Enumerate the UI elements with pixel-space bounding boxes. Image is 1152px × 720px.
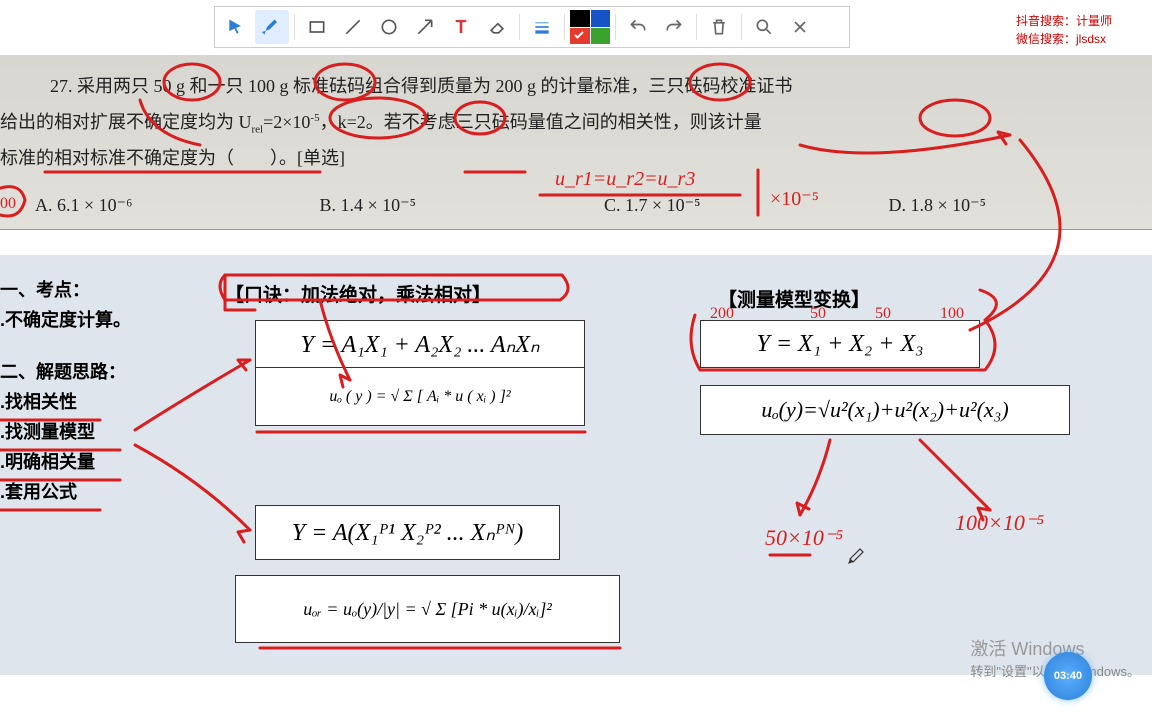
answer-options: A. 6.1 × 10⁻⁶ B. 1.4 × 10⁻⁵ C. 1.7 × 10⁻… <box>35 195 1135 216</box>
option-c[interactable]: C. 1.7 × 10⁻⁵ <box>604 195 884 216</box>
undo-button[interactable] <box>621 10 655 44</box>
trash-button[interactable] <box>702 10 736 44</box>
stroke-width-tool[interactable] <box>525 10 559 44</box>
option-a[interactable]: A. 6.1 × 10⁻⁶ <box>35 195 315 216</box>
color-blue[interactable] <box>591 10 611 27</box>
study-area: 一、考点： .不确定度计算。 二、解题思路： .找相关性 .找测量模型 .明确相… <box>0 255 1152 675</box>
silu-2: .找测量模型 <box>0 417 180 447</box>
silu-1: .找相关性 <box>0 387 180 417</box>
pointer-tool[interactable] <box>219 10 253 44</box>
silu-4: .套用公式 <box>0 477 180 507</box>
formula-4: uₒᵣ = uₒ(y)/|y| = √ Σ [Pi * u(xᵢ)/xᵢ]² <box>235 575 620 643</box>
option-b[interactable]: B. 1.4 × 10⁻⁵ <box>320 195 600 216</box>
wechat-search: 微信搜索：jlsdsx <box>1016 30 1148 48</box>
timestamp-badge: 03:40 <box>1044 652 1092 700</box>
close-button[interactable] <box>783 10 817 44</box>
arrow-tool[interactable] <box>408 10 442 44</box>
text-tool[interactable]: T <box>444 10 478 44</box>
rectangle-tool[interactable] <box>300 10 334 44</box>
model-formula-1: Y = X₁ + X₂ + X₃ <box>700 320 980 368</box>
search-info: 抖音搜索：计量师 微信搜索：jlsdsx <box>1012 8 1152 52</box>
question-line3: 标准的相对标准不确定度为（ ）。[单选] <box>0 144 345 170</box>
option-d[interactable]: D. 1.8 × 10⁻⁵ <box>889 195 986 216</box>
question-line2: 给出的相对扩展不确定度均为 Urel=2×10-5，k=2。若不考虑三只砝码量值… <box>0 108 762 136</box>
pen-tool[interactable] <box>255 10 289 44</box>
color-picker[interactable] <box>570 10 610 44</box>
annotation-toolbar: T <box>214 6 850 48</box>
formula-3: Y = A(X₁ᴾ¹ X₂ᴾ² ... Xₙᴾᴺ) <box>255 505 560 560</box>
silu-title: 二、解题思路： <box>0 357 180 387</box>
formula-2: uₒ ( y ) = √ Σ [ Aᵢ * u ( xᵢ ) ]² <box>255 368 585 426</box>
douyin-search: 抖音搜索：计量师 <box>1016 12 1148 30</box>
sidebar: 一、考点： .不确定度计算。 二、解题思路： .找相关性 .找测量模型 .明确相… <box>0 275 180 507</box>
color-red[interactable] <box>570 28 590 45</box>
koujue-title: 【口诀：加法绝对，乘法相对】 <box>225 280 491 307</box>
model-formula-2: uₒ(y)=√u²(x₁)+u²(x₂)+u²(x₃) <box>700 385 1070 435</box>
kaodian-item: .不确定度计算。 <box>0 305 180 335</box>
silu-3: .明确相关量 <box>0 447 180 477</box>
kaodian-title: 一、考点： <box>0 275 180 305</box>
color-black[interactable] <box>570 10 590 27</box>
question-line1: 27. 采用两只 50 g 和一只 100 g 标准砝码组合得到质量为 200 … <box>50 72 1145 98</box>
eraser-tool[interactable] <box>480 10 514 44</box>
zoom-button[interactable] <box>747 10 781 44</box>
color-green[interactable] <box>591 28 611 45</box>
formula-1: Y = A₁X₁ + A₂X₂ ... AₙXₙ <box>255 320 585 368</box>
redo-button[interactable] <box>657 10 691 44</box>
circle-tool[interactable] <box>372 10 406 44</box>
model-title: 【测量模型变换】 <box>718 285 870 312</box>
line-tool[interactable] <box>336 10 370 44</box>
